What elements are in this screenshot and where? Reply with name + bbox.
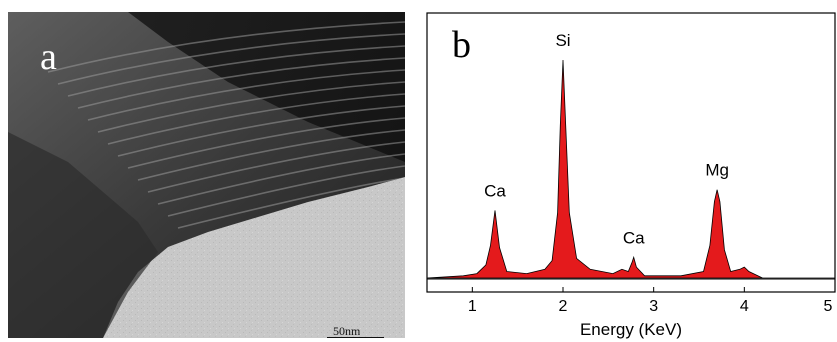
eds-spectrum-panel: Ca Si Ca Mg 1 2 3 4 5 Energy (KeV) b [426,12,836,341]
tem-image-panel: a 50nm [8,12,405,338]
scale-bar-label: 50nm [333,324,361,338]
x-tick-label-3: 3 [649,298,658,315]
tem-micrograph [8,12,405,338]
x-tick-label-2: 2 [559,298,568,315]
panel-label-b: b [452,24,471,66]
lattice-fringes [47,21,405,241]
panel-label-a: a [40,36,57,78]
eds-spectrum-chart: Ca Si Ca Mg 1 2 3 4 5 Energy (KeV) [426,12,836,339]
plot-frame [426,12,836,293]
x-tick-label-4: 4 [740,298,749,315]
peak-label-ca-0: Ca [484,181,506,200]
peak-label-mg-3: Mg [705,161,729,180]
x-axis-label: Energy (KeV) [580,320,682,339]
scale-bar [327,337,384,338]
peak-label-ca-2: Ca [623,228,645,247]
peak-label-si-1: Si [555,31,570,50]
spectrum-area [426,59,835,279]
x-tick-label-1: 1 [468,298,477,315]
x-tick-label-5: 5 [824,298,833,315]
